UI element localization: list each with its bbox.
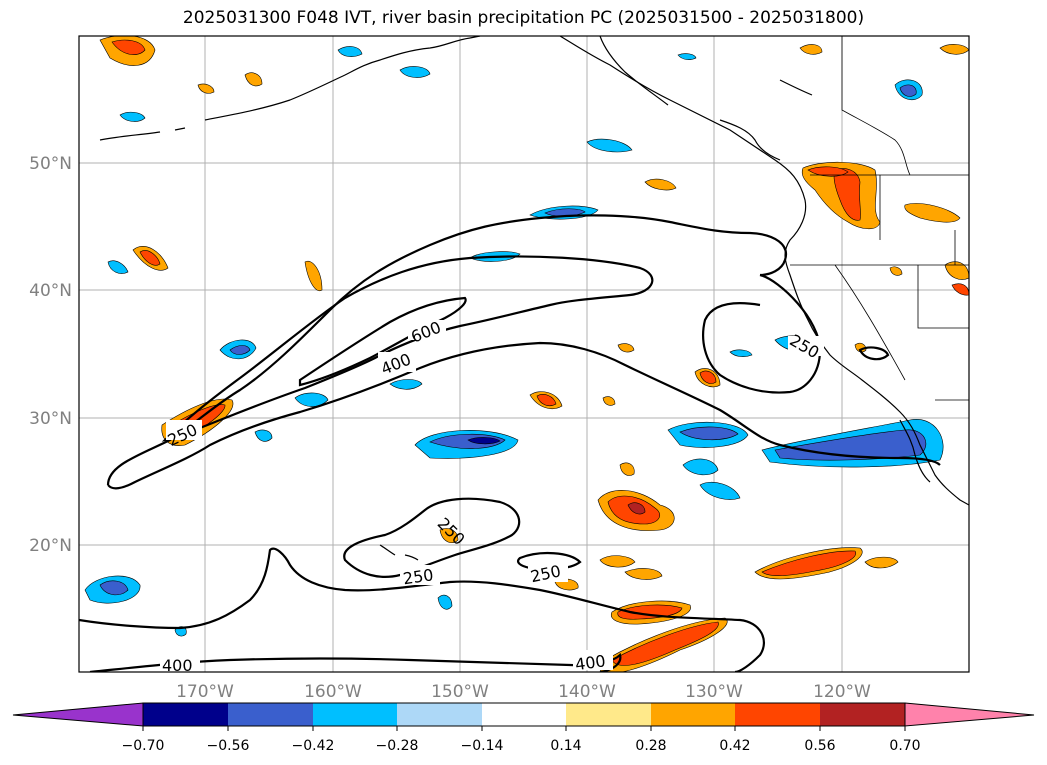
- colorbar-tick-label: 0.70: [889, 738, 920, 754]
- negative-precip-areas: [84, 46, 944, 637]
- lat-label: 20°N: [29, 536, 72, 556]
- lon-label: 150°W: [431, 682, 489, 702]
- lon-label: 130°W: [685, 682, 743, 702]
- map-frame: [78, 35, 970, 673]
- contour-label-bg: [160, 655, 200, 672]
- contour-label-bg: [166, 420, 202, 440]
- colorbar-segment: [566, 703, 651, 726]
- contour-label-400: 400: [162, 656, 193, 675]
- colorbar-tick-label: −0.70: [122, 738, 165, 754]
- figure-title: 2025031300 F048 IVT, river basin precipi…: [182, 8, 865, 28]
- colorbar-segment: [482, 703, 566, 726]
- longitude-labels: 170°W 160°W 150°W 140°W 130°W 120°W: [176, 682, 871, 702]
- colorbar-tick-label: 0.14: [550, 738, 581, 754]
- colorbar-tick-label: −0.28: [376, 738, 419, 754]
- contour-label-250: 250: [402, 565, 435, 588]
- contour-label-bg: [400, 565, 440, 585]
- political-borders: [790, 36, 969, 401]
- colorbar-tick-label: −0.42: [292, 738, 335, 754]
- colorbar-left-arrow: [12, 702, 144, 727]
- contour-labels: 600 400 250 250 250 250 250 400 400: [160, 318, 824, 675]
- contour-label-bg: [573, 650, 613, 670]
- lon-label: 140°W: [558, 682, 616, 702]
- colorbar-segment: [228, 703, 313, 726]
- colorbar-outline: [142, 702, 906, 727]
- lon-label: 170°W: [176, 682, 234, 702]
- lat-label: 30°N: [29, 409, 72, 429]
- map-area: [79, 36, 969, 672]
- colorbar: −0.70 −0.56 −0.42 −0.28 −0.14 0.14 0.28 …: [12, 702, 1035, 754]
- colorbar-segment: [651, 703, 735, 726]
- lat-label: 40°N: [29, 281, 72, 301]
- graticule: [79, 36, 969, 672]
- lat-label: 50°N: [29, 154, 72, 174]
- contour-label-bg: [788, 336, 824, 356]
- colorbar-segment: [820, 703, 905, 726]
- colorbar-segment: [313, 703, 397, 726]
- colorbar-segment: [143, 703, 228, 726]
- colorbar-right-arrow: [904, 702, 1035, 727]
- ivt-contours: [79, 214, 941, 672]
- lon-label: 160°W: [304, 682, 362, 702]
- colorbar-tick-label: 0.42: [719, 738, 750, 754]
- colorbar-segment: [397, 703, 482, 726]
- colorbar-segment: [735, 703, 820, 726]
- latitude-labels: 50°N 40°N 30°N 20°N: [29, 154, 72, 556]
- contour-label-bg: [378, 352, 416, 372]
- contour-label-bg: [408, 320, 446, 340]
- contour-label-bg: [528, 562, 568, 582]
- contour-label-400: 400: [574, 651, 607, 674]
- colorbar-ticks: [142, 726, 906, 731]
- colorbar-tick-label: −0.56: [207, 738, 250, 754]
- colorbar-tick-label: 0.28: [635, 738, 666, 754]
- colorbar-tick-label: 0.56: [804, 738, 835, 754]
- coastlines: [99, 36, 969, 561]
- lon-label: 120°W: [813, 682, 871, 702]
- colorbar-tick-label: −0.14: [461, 738, 504, 754]
